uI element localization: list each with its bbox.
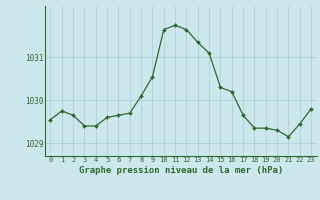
X-axis label: Graphe pression niveau de la mer (hPa): Graphe pression niveau de la mer (hPa) bbox=[79, 166, 283, 175]
